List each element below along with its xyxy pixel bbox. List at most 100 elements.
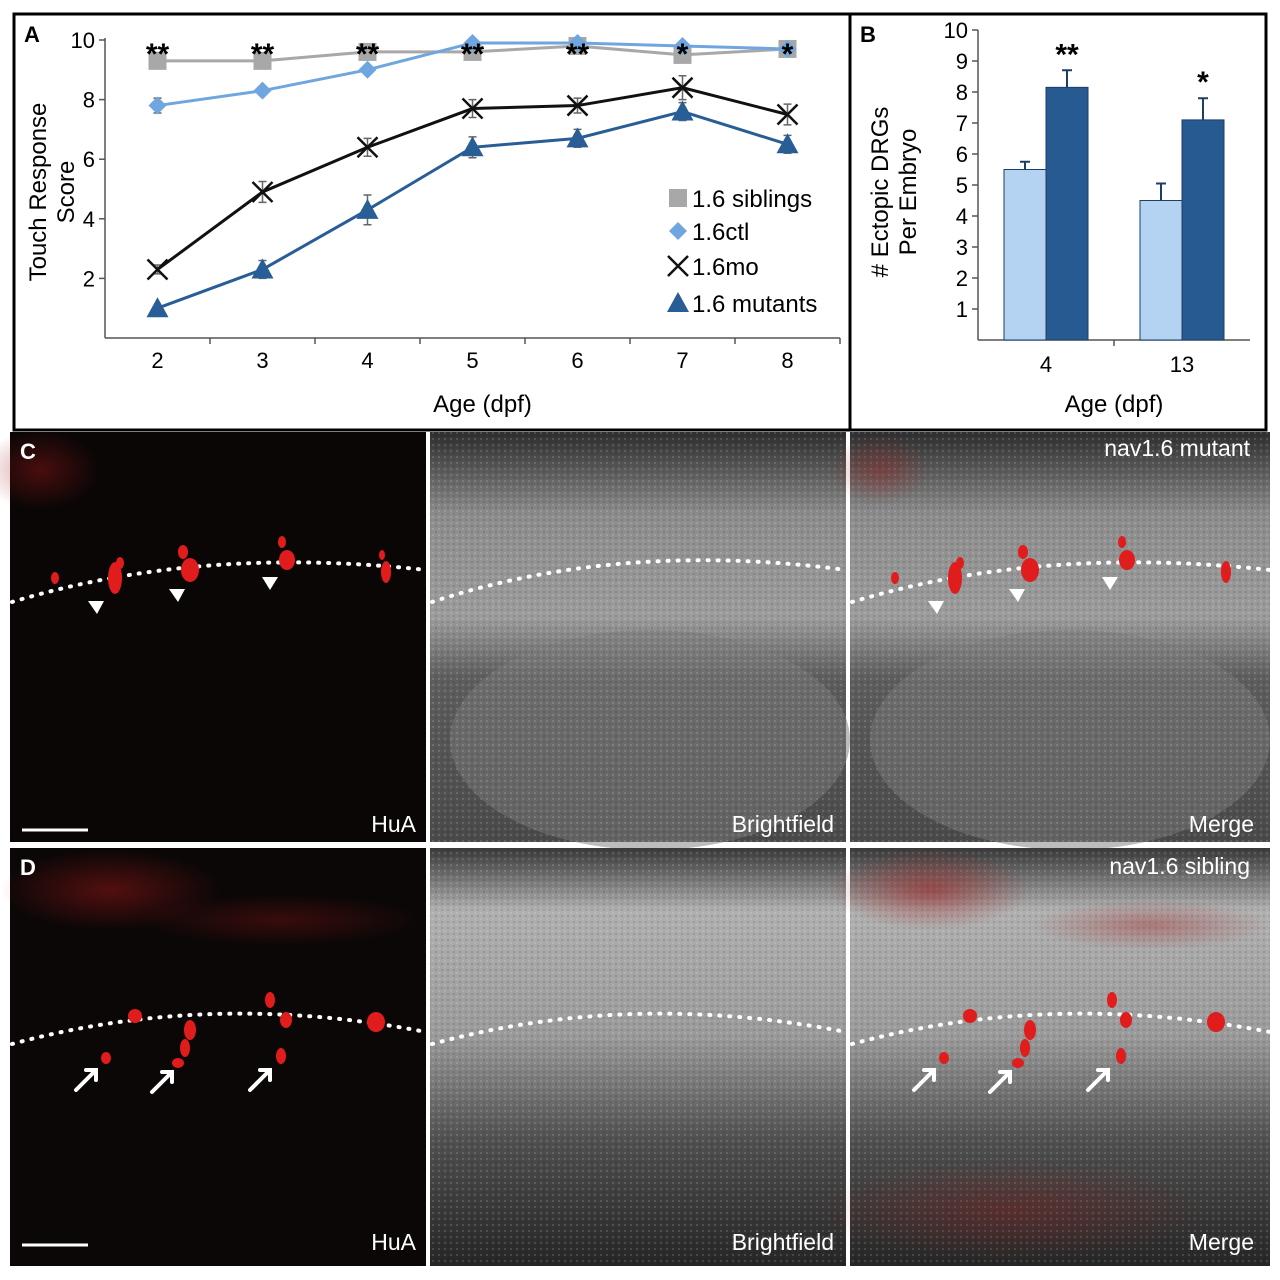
legend-marker: [667, 255, 689, 277]
x-tick-label: 2: [151, 348, 163, 373]
dotted-boundary-line: [10, 560, 428, 604]
y-tick-label: 8: [83, 88, 95, 113]
panel-a: A 2 4 6 8 10 2 3 4 5 6 7 8 Age (dpf) Touch ResponseSc…: [12, 12, 852, 432]
y-tick-label: 3: [956, 235, 968, 260]
series-1-6-mutants: [146, 100, 799, 318]
data-point: [461, 136, 484, 157]
significance-marker: *: [1197, 66, 1209, 99]
significance-marker: **: [461, 38, 485, 71]
panel-c-letter: C: [20, 439, 36, 464]
x-tick-label: 8: [781, 348, 793, 373]
panel-b-letter: B: [860, 22, 876, 47]
red-cells: [51, 536, 391, 594]
panel-d: D HuA Brightfield: [0, 848, 1272, 1266]
significance-marker: **: [251, 38, 275, 71]
error-bar: [1198, 97, 1208, 120]
y-tick-label: 2: [83, 266, 95, 291]
y-tick-label: 2: [956, 266, 968, 291]
panel-a-frame: [12, 12, 852, 432]
panel-d-merge-image: nav1.6 sibling Merge: [810, 848, 1272, 1266]
red-cells: [939, 992, 1225, 1068]
data-point: [356, 136, 379, 159]
y-axis-title-line: # Ectopic DRGs: [867, 107, 894, 278]
error-bar: [1020, 160, 1030, 170]
legend-marker: [669, 222, 687, 240]
panel-c: C HuA Brightfield: [0, 430, 1272, 850]
x-tick-label: 3: [256, 348, 268, 373]
dotted-boundary-line: [430, 558, 848, 604]
significance-marker: *: [782, 38, 794, 71]
data-point: [671, 76, 694, 99]
red-cells: [101, 992, 385, 1068]
arrow-markers: [912, 1068, 1110, 1094]
x-axis-title: Age (dpf): [1065, 391, 1164, 418]
data-point: [566, 127, 589, 148]
y-tick-label: 4: [956, 204, 968, 229]
y-axis-title-line: Touch Response: [25, 103, 52, 282]
y-axis-title: # Ectopic DRGsPer Embryo: [867, 107, 922, 278]
x-tick-label: 4: [1040, 352, 1052, 377]
data-point: [776, 103, 799, 126]
panel-c-brightfield-image: Brightfield: [430, 432, 850, 850]
line-chart: 2 4 6 8 10 2 3 4 5 6 7 8 Age (dpf) Touch ResponseScor…: [25, 28, 841, 418]
bar: [1003, 169, 1047, 341]
data-point: [566, 94, 589, 117]
panel-d-hua-label: HuA: [371, 1229, 416, 1255]
panel-c-merge-label: Merge: [1189, 811, 1254, 837]
legend-label: 1.6 siblings: [692, 186, 812, 213]
bar: [1045, 86, 1089, 341]
y-tick-label: 1: [956, 297, 968, 322]
panel-d-hua-image: D HuA: [0, 848, 428, 1266]
significance-marker: **: [356, 38, 380, 71]
legend-label: 1.6mo: [692, 254, 759, 281]
data-point: [253, 51, 272, 70]
y-tick-label: 10: [944, 18, 968, 43]
legend-marker: [669, 189, 687, 207]
data-point: [148, 96, 167, 115]
panel-d-brightfield-image: Brightfield: [430, 848, 848, 1266]
data-point: [671, 100, 694, 121]
legend-label: 1.6ctl: [692, 219, 749, 246]
legend-label: 1.6 mutants: [692, 291, 817, 318]
series-1-6mo: [146, 75, 799, 281]
arrow-markers: [74, 1068, 272, 1094]
data-point: [251, 181, 274, 203]
y-axis-title-line: Per Embryo: [895, 129, 922, 256]
bar: [1181, 119, 1225, 341]
y-tick-label: 4: [83, 207, 95, 232]
data-point: [251, 258, 274, 279]
legend-marker: [667, 292, 689, 312]
x-tick-label: 7: [676, 348, 688, 373]
panel-c-merge-image: nav1.6 mutant Merge: [830, 432, 1272, 850]
panel-d-title: nav1.6 sibling: [1109, 853, 1250, 879]
data-point: [776, 133, 799, 154]
data-point: [148, 51, 167, 70]
error-bar: [1062, 69, 1072, 88]
y-tick-label: 8: [956, 80, 968, 105]
data-point: [358, 60, 377, 79]
data-point: [568, 33, 587, 52]
panel-c-title: nav1.6 mutant: [1104, 435, 1250, 461]
panel-a-letter: A: [24, 22, 40, 47]
y-axis-title: Touch ResponseScore: [25, 103, 80, 282]
y-tick-label: 7: [956, 111, 968, 136]
x-tick-label: 13: [1170, 352, 1194, 377]
x-axis-title: Age (dpf): [433, 391, 532, 418]
bar: [1139, 200, 1183, 341]
y-tick-label: 6: [956, 142, 968, 167]
data-point: [358, 42, 377, 61]
red-cells: [891, 536, 1231, 594]
arrowhead-markers: [928, 577, 1118, 614]
data-point: [673, 36, 692, 55]
panel-d-brightfield-label: Brightfield: [732, 1229, 834, 1255]
data-point: [146, 297, 169, 318]
series-1-6ctl: [148, 33, 797, 115]
data-point: [146, 258, 169, 281]
significance-marker: *: [677, 38, 689, 71]
panel-d-letter: D: [20, 855, 36, 880]
x-tick-label: 4: [361, 348, 373, 373]
data-point: [778, 39, 797, 58]
